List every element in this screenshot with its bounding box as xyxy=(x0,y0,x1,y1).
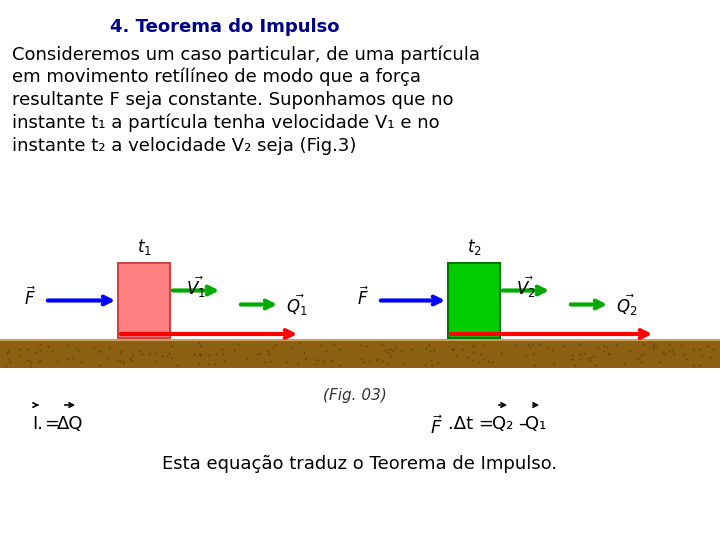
Bar xyxy=(448,263,500,338)
Text: I.: I. xyxy=(32,415,43,433)
Text: $\vec{F}$: $\vec{F}$ xyxy=(357,287,369,309)
Text: Consideremos um caso particular, de uma partícula: Consideremos um caso particular, de uma … xyxy=(12,45,480,64)
Text: 4. Teorema do Impulso: 4. Teorema do Impulso xyxy=(110,18,340,36)
Text: $t_1$: $t_1$ xyxy=(137,237,151,257)
Text: .Δt =: .Δt = xyxy=(448,415,494,433)
Text: $\vec{F}$: $\vec{F}$ xyxy=(430,415,443,438)
Text: $\vec{V_1}$: $\vec{V_1}$ xyxy=(186,274,206,300)
Text: instante t₁ a partícula tenha velocidade V₁ e no: instante t₁ a partícula tenha velocidade… xyxy=(12,114,440,132)
Text: ΔQ: ΔQ xyxy=(57,415,84,433)
Text: $\vec{Q_2}$: $\vec{Q_2}$ xyxy=(616,293,637,318)
Text: $\vec{F}$: $\vec{F}$ xyxy=(24,287,36,309)
Text: $t_2$: $t_2$ xyxy=(467,237,482,257)
Text: Q₂: Q₂ xyxy=(492,415,513,433)
Text: $\vec{Q_1}$: $\vec{Q_1}$ xyxy=(286,293,307,318)
Text: Q₁: Q₁ xyxy=(526,415,546,433)
Text: (Fig. 03): (Fig. 03) xyxy=(323,388,387,403)
Bar xyxy=(118,263,170,338)
Text: $\vec{V_2}$: $\vec{V_2}$ xyxy=(516,274,536,300)
Text: Esta equação traduz o Teorema de Impulso.: Esta equação traduz o Teorema de Impulso… xyxy=(163,455,557,473)
Text: –: – xyxy=(518,415,527,433)
Text: em movimento retílíneo de modo que a força: em movimento retílíneo de modo que a for… xyxy=(12,68,421,86)
Text: resultante F seja constante. Suponhamos que no: resultante F seja constante. Suponhamos … xyxy=(12,91,454,109)
Text: =: = xyxy=(45,415,60,433)
Text: instante t₂ a velocidade V₂ seja (Fig.3): instante t₂ a velocidade V₂ seja (Fig.3) xyxy=(12,137,356,155)
Bar xyxy=(0,340,720,368)
